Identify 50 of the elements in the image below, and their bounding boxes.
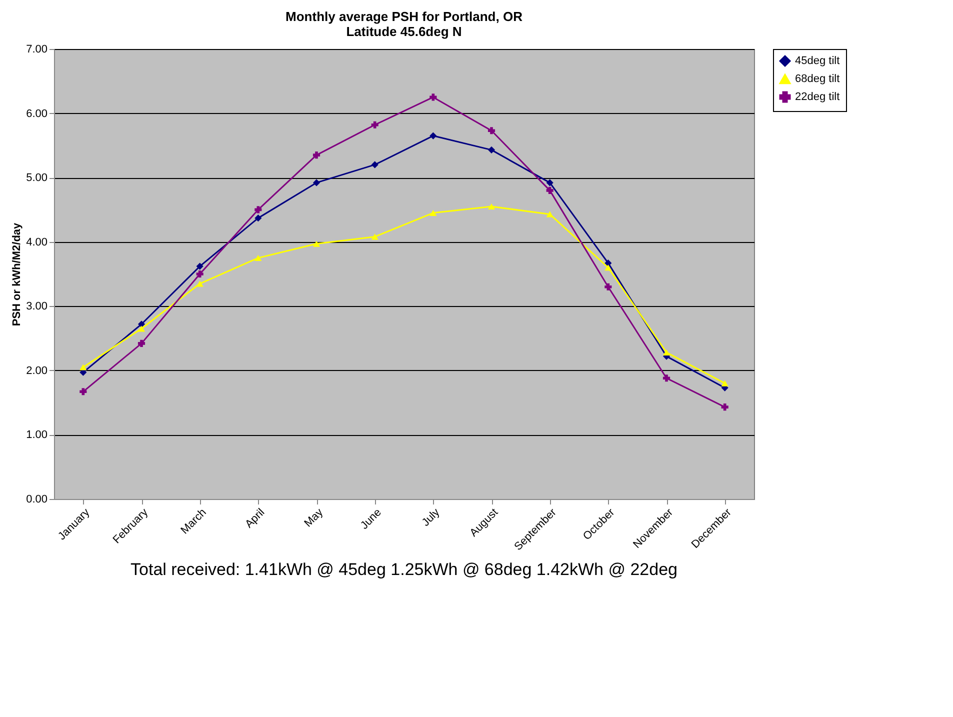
point xyxy=(604,264,612,271)
y-tick-label: 0.00 xyxy=(26,494,48,506)
point xyxy=(312,179,320,186)
point xyxy=(312,152,320,159)
point xyxy=(546,179,554,186)
point xyxy=(604,283,612,290)
point xyxy=(721,404,728,411)
point xyxy=(488,146,496,154)
y-tick-label: 3.00 xyxy=(26,300,48,313)
point xyxy=(546,211,554,218)
point xyxy=(546,186,554,194)
point xyxy=(254,206,262,214)
y-tick-label: 2.00 xyxy=(26,364,48,377)
legend-label: 22deg tilt xyxy=(795,91,840,103)
point xyxy=(138,340,146,347)
legend-label: 68deg tilt xyxy=(795,73,840,85)
point xyxy=(138,320,146,328)
point xyxy=(488,127,496,134)
y-tick-label: 4.00 xyxy=(26,236,48,248)
text: Monthly average PSH for Portland, OR xyxy=(286,9,522,24)
point xyxy=(662,349,670,356)
point xyxy=(196,262,204,270)
text: Latitude 45.6deg N xyxy=(346,24,462,39)
point xyxy=(371,161,378,168)
y-axis-title: PSH or kWh/M2/day xyxy=(11,222,24,326)
point xyxy=(254,214,262,222)
point xyxy=(721,380,728,386)
point xyxy=(80,388,87,396)
point xyxy=(488,203,496,210)
point xyxy=(196,270,204,278)
point xyxy=(371,234,378,240)
point xyxy=(138,326,146,332)
legend-label: 45deg tilt xyxy=(795,55,840,67)
x-tick-label: July xyxy=(420,506,443,529)
x-tick-label: May xyxy=(302,506,326,530)
y-tick-label: 5.00 xyxy=(26,172,48,184)
point xyxy=(430,210,437,216)
point xyxy=(254,254,262,261)
point xyxy=(371,121,378,128)
point xyxy=(430,132,437,140)
y-tick-label: 1.00 xyxy=(26,429,48,442)
point xyxy=(430,94,437,101)
point xyxy=(604,260,612,267)
point xyxy=(196,280,204,287)
point xyxy=(80,364,87,370)
text: Total received: 1.41kWh @ 45deg 1.25kWh @ 68deg 1.42kWh @ 22deg xyxy=(130,560,678,579)
point xyxy=(662,374,670,382)
point xyxy=(312,240,320,247)
y-tick-label: 6.00 xyxy=(26,108,48,120)
y-tick-label: 7.00 xyxy=(26,44,48,56)
